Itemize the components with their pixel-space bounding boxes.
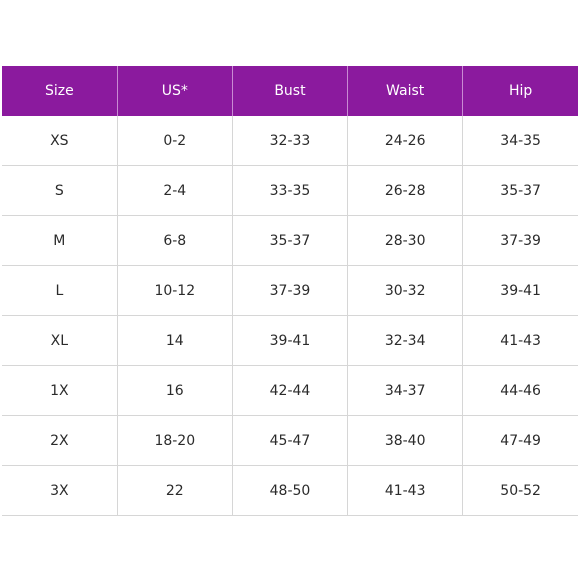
cell-hip: 47-49 xyxy=(462,415,578,466)
cell-bust: 35-37 xyxy=(231,215,348,266)
cell-hip: 50-52 xyxy=(462,465,578,516)
cell-hip: 34-35 xyxy=(462,116,578,166)
cell-us: 6-8 xyxy=(116,215,233,266)
cell-bust: 39-41 xyxy=(231,315,348,366)
cell-bust: 42-44 xyxy=(231,365,348,416)
cell-waist: 28-30 xyxy=(347,215,463,266)
cell-size: S xyxy=(2,165,118,216)
header-waist: Waist xyxy=(347,66,463,116)
cell-us: 22 xyxy=(116,465,233,516)
header-bust: Bust xyxy=(231,66,348,116)
cell-waist: 32-34 xyxy=(347,315,463,366)
cell-us: 0-2 xyxy=(116,116,233,166)
cell-size: 1X xyxy=(2,365,118,416)
cell-us: 18-20 xyxy=(116,415,233,466)
table-row: 1X 16 42-44 34-37 44-46 xyxy=(2,365,578,416)
cell-waist: 24-26 xyxy=(347,116,463,166)
table-row: 3X 22 48-50 41-43 50-52 xyxy=(2,465,578,516)
cell-hip: 35-37 xyxy=(462,165,578,216)
cell-hip: 44-46 xyxy=(462,365,578,416)
cell-waist: 38-40 xyxy=(347,415,463,466)
cell-bust: 33-35 xyxy=(231,165,348,216)
header-row: Size US* Bust Waist Hip xyxy=(2,66,578,116)
cell-bust: 37-39 xyxy=(231,265,348,316)
cell-hip: 41-43 xyxy=(462,315,578,366)
cell-hip: 37-39 xyxy=(462,215,578,266)
cell-size: 2X xyxy=(2,415,118,466)
cell-size: L xyxy=(2,265,118,316)
cell-us: 14 xyxy=(116,315,233,366)
header-us: US* xyxy=(116,66,233,116)
table-row: L 10-12 37-39 30-32 39-41 xyxy=(2,265,578,316)
size-chart-table: Size US* Bust Waist Hip XS 0-2 32-33 24-… xyxy=(2,66,578,516)
cell-us: 16 xyxy=(116,365,233,416)
table-row: XS 0-2 32-33 24-26 34-35 xyxy=(2,116,578,166)
table-row: XL 14 39-41 32-34 41-43 xyxy=(2,315,578,366)
cell-size: XS xyxy=(2,116,118,166)
cell-bust: 48-50 xyxy=(231,465,348,516)
cell-waist: 41-43 xyxy=(347,465,463,516)
table-row: 2X 18-20 45-47 38-40 47-49 xyxy=(2,415,578,466)
cell-size: XL xyxy=(2,315,118,366)
cell-hip: 39-41 xyxy=(462,265,578,316)
cell-us: 10-12 xyxy=(116,265,233,316)
cell-waist: 26-28 xyxy=(347,165,463,216)
cell-bust: 32-33 xyxy=(231,116,348,166)
cell-size: 3X xyxy=(2,465,118,516)
cell-bust: 45-47 xyxy=(231,415,348,466)
header-hip: Hip xyxy=(462,66,578,116)
cell-us: 2-4 xyxy=(116,165,233,216)
table-row: M 6-8 35-37 28-30 37-39 xyxy=(2,215,578,266)
cell-waist: 34-37 xyxy=(347,365,463,416)
table-row: S 2-4 33-35 26-28 35-37 xyxy=(2,165,578,216)
header-size: Size xyxy=(2,66,118,116)
cell-waist: 30-32 xyxy=(347,265,463,316)
cell-size: M xyxy=(2,215,118,266)
